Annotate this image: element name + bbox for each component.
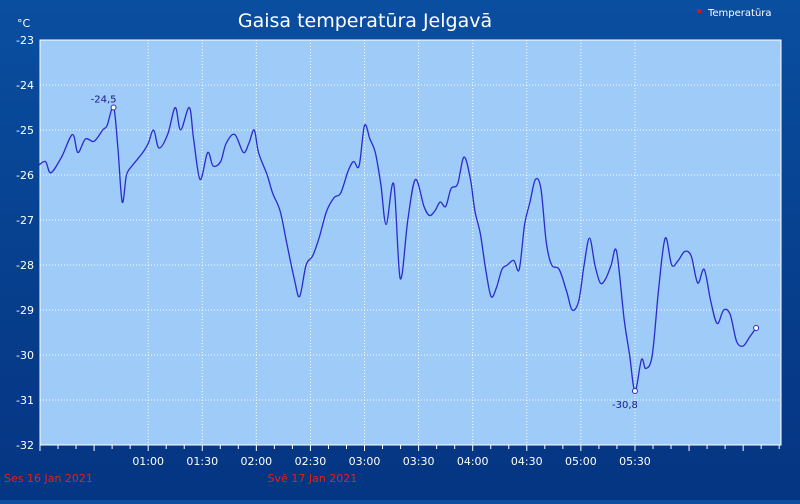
x-tick-label: 02:30 (295, 455, 327, 468)
y-tick-label: -23 (16, 34, 34, 47)
x-tick-label: 03:30 (403, 455, 435, 468)
legend-label: Temperatūra (707, 8, 772, 19)
annotation-label: -30,8 (612, 400, 638, 411)
legend-swatch (697, 9, 701, 13)
y-tick-label: -26 (16, 169, 34, 182)
annotation-point (110, 104, 117, 111)
x-tick-label: 03:00 (349, 455, 381, 468)
x-tick-label: 02:00 (240, 455, 272, 468)
chart-title: Gaisa temperatūra Jelgavā (238, 10, 492, 32)
date-label: Ses 16 Jan 2021 (4, 472, 93, 485)
y-tick-label: -27 (16, 214, 34, 227)
y-axis-unit: °C (17, 17, 31, 30)
x-tick-label: 04:00 (457, 455, 489, 468)
series-end-point (753, 325, 760, 331)
date-label: Svē 17 Jan 2021 (268, 472, 358, 485)
x-tick-label: 05:30 (619, 455, 651, 468)
y-tick-label: -28 (16, 259, 34, 272)
y-tick-label: -25 (16, 124, 34, 137)
x-tick-label: 01:00 (132, 455, 164, 468)
legend: Temperatūra (697, 8, 772, 19)
y-tick-label: -32 (16, 439, 34, 452)
annotation-point (631, 388, 638, 394)
x-tick-label: 05:00 (565, 455, 597, 468)
annotation-label: -24,5 (91, 95, 117, 106)
y-tick-label: -30 (16, 349, 34, 362)
y-tick-label: -24 (16, 79, 34, 92)
y-tick-label: -31 (16, 394, 34, 407)
x-tick-label: 01:30 (186, 455, 218, 468)
plot-area (39, 39, 782, 446)
x-tick-label: 04:30 (511, 455, 543, 468)
y-tick-label: -29 (16, 304, 34, 317)
